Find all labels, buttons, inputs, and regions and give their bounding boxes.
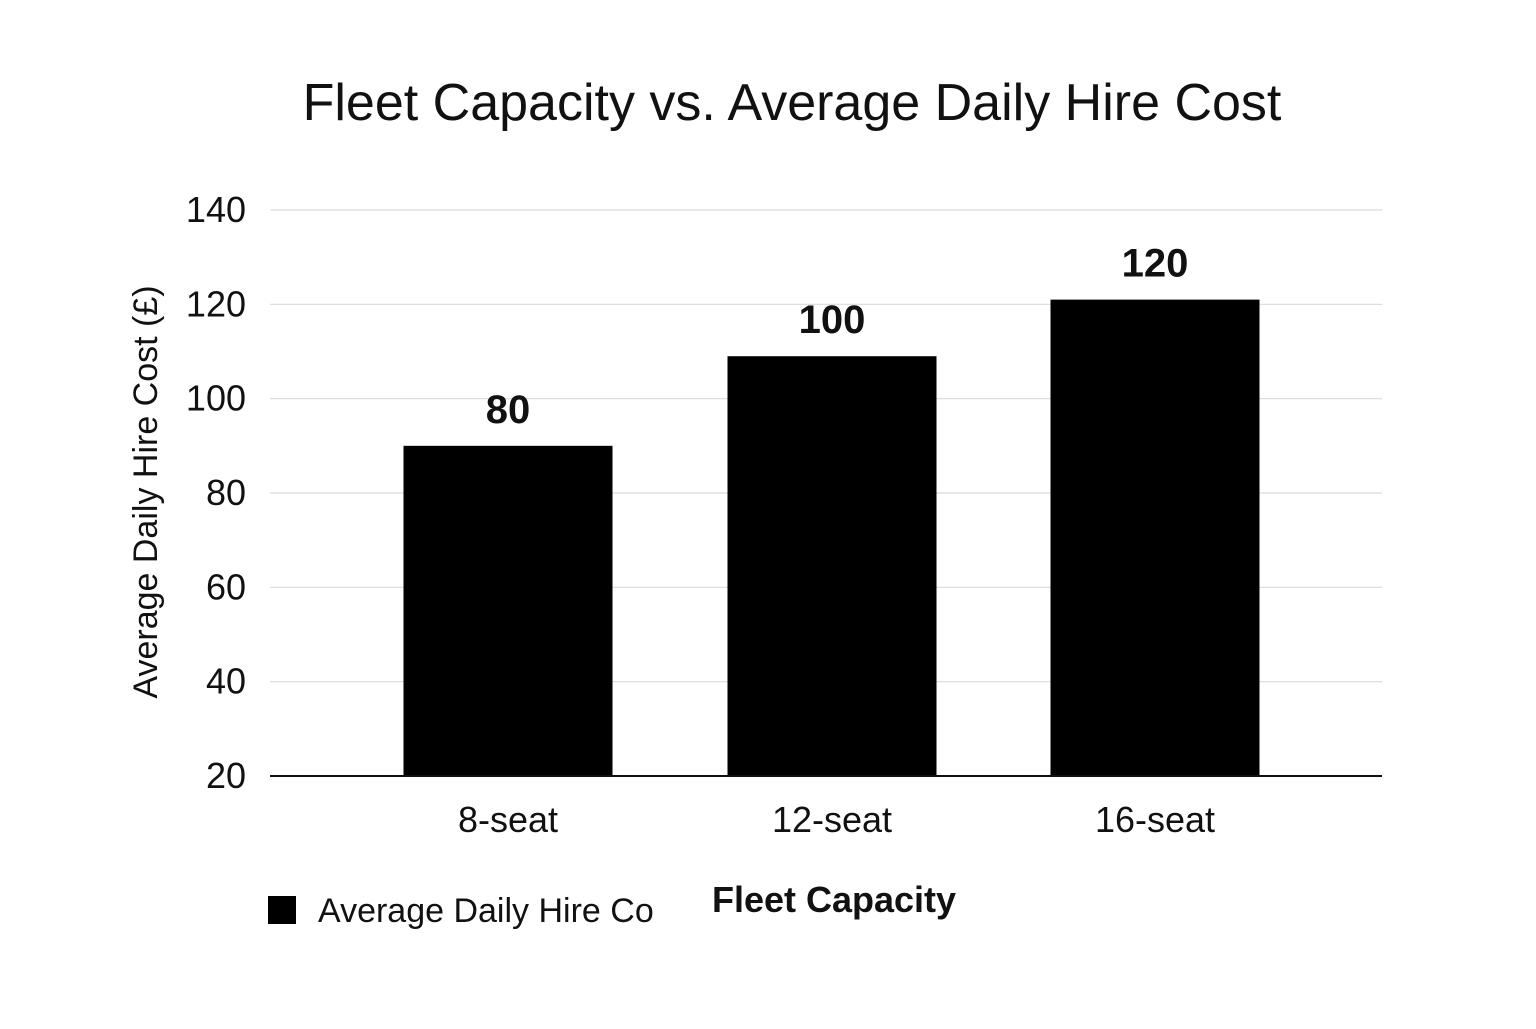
y-tick-label: 140 [186, 189, 246, 230]
data-labels: 80 100 120 [486, 242, 1189, 432]
y-tick-label: 60 [206, 566, 246, 607]
bar [1050, 299, 1260, 776]
bar [727, 356, 937, 776]
y-tick-label: 120 [186, 283, 246, 324]
y-axis-ticks: 20 40 60 80 100 120 140 [186, 189, 246, 796]
x-tick-label: 16-seat [1095, 799, 1215, 840]
y-tick-label: 80 [206, 472, 246, 513]
data-label: 120 [1122, 242, 1189, 286]
y-tick-label: 20 [206, 755, 246, 796]
data-label: 100 [799, 298, 866, 342]
x-tick-label: 12-seat [772, 799, 892, 840]
y-axis-label: Average Daily Hire Cost (£) [127, 285, 165, 698]
legend-swatch [268, 896, 296, 924]
x-axis-ticks: 8-seat 12-seat 16-seat [458, 799, 1215, 840]
legend-label: Average Daily Hire Co [318, 892, 654, 930]
bar-series [403, 299, 1260, 776]
y-tick-label: 100 [186, 378, 246, 419]
data-label: 80 [486, 388, 531, 432]
chart-title: Fleet Capacity vs. Average Daily Hire Co… [303, 74, 1282, 132]
bar [403, 445, 613, 776]
x-tick-label: 8-seat [458, 799, 558, 840]
x-axis-label: Fleet Capacity [712, 879, 956, 920]
y-tick-label: 40 [206, 661, 246, 702]
legend: Average Daily Hire Co [268, 892, 654, 930]
